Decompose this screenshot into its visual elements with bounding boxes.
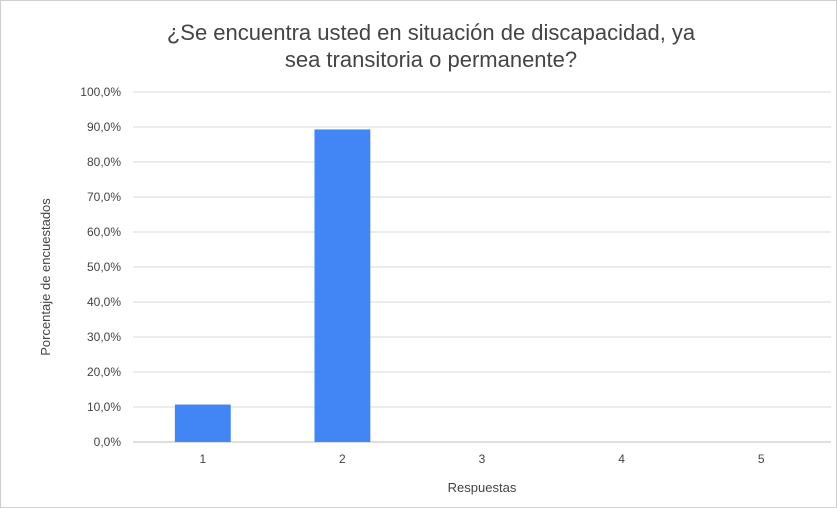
y-axis-ticks: 0,0% 10,0% 20,0% 30,0% 40,0% 50,0% 60,0% 70,0% 8… [80, 85, 121, 449]
x-tick-label: 3 [479, 452, 486, 466]
y-tick-label: 0,0% [94, 435, 122, 449]
y-tick-label: 10,0% [87, 400, 121, 414]
y-tick-label: 20,0% [87, 365, 121, 379]
y-tick-label: 80,0% [87, 155, 121, 169]
gridlines [133, 91, 831, 443]
bar-1 [174, 404, 231, 442]
y-tick-label: 90,0% [87, 120, 121, 134]
y-tick-label: 40,0% [87, 295, 121, 309]
y-axis-title: Porcentaje de encuestados [38, 198, 53, 356]
x-tick-label: 2 [339, 452, 346, 466]
x-tick-label: 1 [199, 452, 206, 466]
y-tick-label: 60,0% [87, 225, 121, 239]
chart-title: ¿Se encuentra usted en situación de disc… [166, 20, 696, 72]
y-tick-label: 50,0% [87, 260, 121, 274]
x-tick-label: 5 [758, 452, 765, 466]
y-tick-label: 100,0% [80, 85, 121, 99]
x-tick-label: 4 [618, 452, 625, 466]
bars [174, 129, 371, 442]
x-axis-ticks: 1 2 3 4 5 [199, 452, 764, 466]
x-axis-title: Respuestas [448, 480, 517, 495]
bar-2 [314, 129, 371, 442]
y-tick-label: 30,0% [87, 330, 121, 344]
y-tick-label: 70,0% [87, 190, 121, 204]
